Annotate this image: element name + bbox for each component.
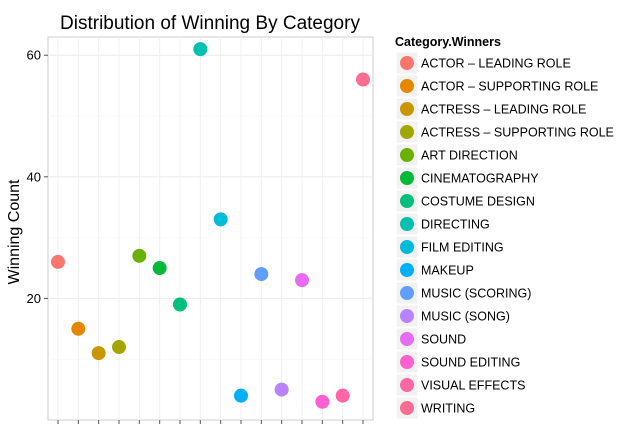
legend-marker [400, 401, 414, 415]
legend-label: MUSIC (SCORING) [421, 287, 531, 301]
y-tick-label: 20 [27, 291, 41, 306]
legend-marker [400, 309, 414, 323]
y-tick-label: 40 [27, 169, 41, 184]
legend-marker [400, 378, 414, 392]
plot-panel [47, 36, 374, 421]
data-point [132, 248, 147, 263]
legend-marker [400, 286, 414, 300]
data-point [356, 72, 370, 87]
legend-marker [400, 171, 414, 185]
data-point [254, 267, 269, 282]
legend-label: ACTOR – LEADING ROLE [421, 57, 571, 71]
legend-marker [400, 79, 414, 93]
legend-label: DIRECTING [421, 218, 490, 232]
chart-title: Distribution of Winning By Category [60, 13, 360, 34]
data-point [91, 346, 106, 361]
legend-marker [400, 148, 414, 162]
legend-marker [400, 332, 414, 346]
data-point [234, 388, 248, 403]
legend-label: FILM EDITING [421, 241, 504, 255]
legend-marker [400, 125, 414, 139]
data-point [193, 42, 208, 57]
y-tick-label: 60 [27, 48, 41, 63]
data-point [213, 212, 228, 227]
data-point [315, 394, 330, 409]
legend-title: Category.Winners [395, 35, 501, 49]
legend-label: ACTRESS – LEADING ROLE [421, 103, 586, 117]
legend-label: SOUND EDITING [421, 356, 520, 370]
data-point [112, 340, 126, 355]
data-points [51, 42, 370, 409]
data-point [71, 321, 86, 336]
legend-label: SOUND [421, 333, 466, 347]
data-point [51, 254, 65, 269]
data-point [173, 297, 187, 312]
grid [48, 37, 373, 420]
legend-label: MAKEUP [421, 264, 474, 278]
legend-label: ACTOR – SUPPORTING ROLE [421, 80, 598, 94]
legend-label: COSTUME DESIGN [421, 195, 535, 209]
data-point [335, 388, 350, 403]
legend-label: ACTRESS – SUPPORTING ROLE [421, 126, 614, 140]
legend-marker [400, 263, 414, 277]
legend-marker [400, 56, 414, 70]
axes: 20 40 60 [27, 48, 364, 424]
legend-label: MUSIC (SONG) [421, 310, 510, 324]
data-point [295, 273, 309, 288]
legend-marker [400, 194, 414, 208]
y-axis-label: Winning Count [6, 179, 23, 285]
legend-marker [400, 102, 414, 116]
legend-marker [400, 355, 414, 369]
legend-label: WRITING [421, 402, 475, 416]
data-point [152, 261, 167, 276]
legend-marker [400, 217, 414, 231]
legend-marker [400, 240, 414, 254]
data-point [274, 382, 289, 397]
legend-label: VISUAL EFFECTS [421, 379, 525, 393]
legend-label: CINEMATOGRAPHY [421, 172, 539, 186]
legend-label: ART DIRECTION [421, 149, 518, 163]
legend: ACTOR – LEADING ROLE ACTOR – SUPPORTING R… [395, 51, 614, 420]
